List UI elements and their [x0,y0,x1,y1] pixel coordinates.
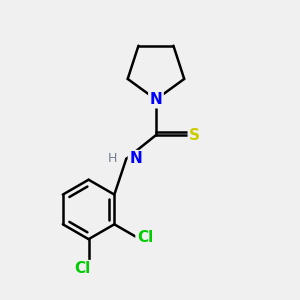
Text: Cl: Cl [137,230,153,245]
Text: N: N [129,152,142,166]
Text: H: H [108,152,117,165]
Text: S: S [189,128,200,142]
Text: Cl: Cl [74,261,91,276]
Text: N: N [150,92,162,107]
